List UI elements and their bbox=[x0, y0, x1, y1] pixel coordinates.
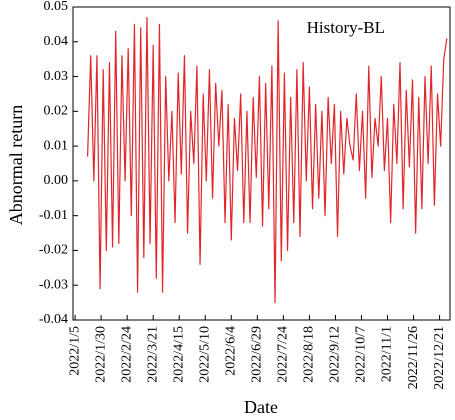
x-tick-label: 2022/11/26 bbox=[406, 326, 421, 389]
y-tick-label: 0.01 bbox=[44, 138, 69, 153]
x-tick-label: 2022/6/29 bbox=[250, 326, 265, 383]
y-tick-label: -0.04 bbox=[39, 312, 68, 327]
y-tick-label: 0.05 bbox=[44, 0, 69, 14]
x-tick-label: 2022/7/24 bbox=[276, 326, 291, 383]
y-tick-label: -0.02 bbox=[39, 243, 68, 258]
x-tick-label: 2022/10/7 bbox=[354, 326, 369, 383]
plot-frame bbox=[72, 6, 451, 321]
y-tick-label: 0.03 bbox=[44, 69, 69, 84]
x-tick-label: 2022/5/10 bbox=[197, 326, 212, 383]
data-line bbox=[86, 16, 448, 304]
y-tick-label: 0.02 bbox=[44, 104, 69, 119]
y-tick-label: 0.04 bbox=[44, 34, 69, 49]
x-tick-label: 2022/2/24 bbox=[119, 326, 134, 383]
x-axis-title: Date bbox=[244, 397, 278, 417]
legend-label: History-BL bbox=[307, 18, 385, 37]
x-tick-label: 2022/3/21 bbox=[145, 326, 160, 383]
x-tick-label: 2022/8/18 bbox=[302, 326, 317, 383]
x-tick-label: 2022/12/21 bbox=[432, 326, 447, 390]
y-axis-title: Abnormal return bbox=[6, 105, 26, 225]
x-tick-label: 2022/6/4 bbox=[224, 326, 239, 376]
y-tick-label: -0.03 bbox=[39, 277, 68, 292]
x-tick-label: 2022/1/30 bbox=[93, 326, 108, 383]
y-tick-label: -0.01 bbox=[39, 208, 68, 223]
x-tick-label: 2022/9/12 bbox=[328, 326, 343, 383]
x-tick-label: 2022/1/5 bbox=[67, 326, 82, 376]
y-tick-label: 0.00 bbox=[44, 173, 69, 188]
x-tick-label: 2022/4/15 bbox=[171, 326, 186, 383]
x-tick-label: 2022/11/1 bbox=[380, 326, 395, 382]
